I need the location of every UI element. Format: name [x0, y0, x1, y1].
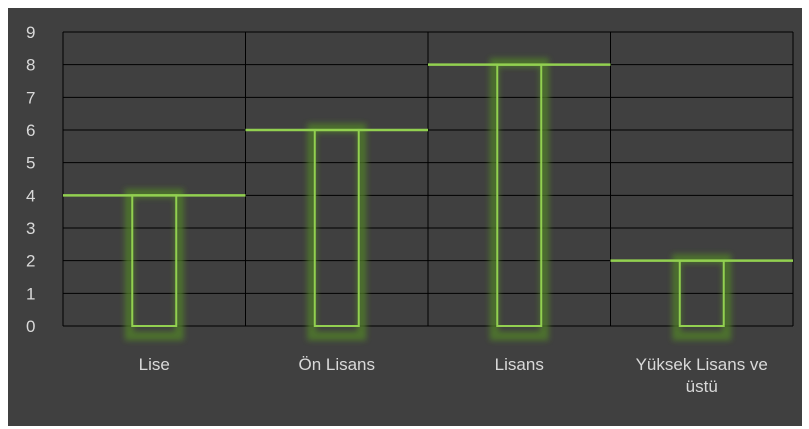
chart-area: 0 1 2 3 4 5 6 7 8 9 Lise Ön Lisans Lisans Yüksek Lisa… [8, 8, 802, 426]
x-category-label: Lise [139, 355, 170, 374]
bar-glow [307, 123, 367, 341]
y-tick-label: 1 [26, 284, 35, 303]
y-tick-label: 0 [26, 317, 35, 336]
y-tick-label: 8 [26, 56, 35, 75]
x-category-label: Lisans [495, 355, 544, 374]
y-tick-label: 5 [26, 154, 35, 173]
y-tick-label: 7 [26, 88, 35, 107]
bar-glow [124, 188, 184, 341]
bar-glow [489, 58, 549, 341]
x-category-label: Yüksek Lisans ve [636, 355, 768, 374]
y-tick-label: 9 [26, 23, 35, 42]
y-tick-label: 4 [26, 186, 35, 205]
y-tick-label: 6 [26, 121, 35, 140]
y-tick-label: 2 [26, 252, 35, 271]
x-category-label: Ön Lisans [298, 355, 375, 374]
bar-glow [672, 254, 732, 341]
x-category-label: üstü [686, 377, 718, 396]
bar-chart: 0 1 2 3 4 5 6 7 8 9 Lise Ön Lisans Lisans Yüksek Lisa… [26, 23, 794, 396]
y-tick-label: 3 [26, 219, 35, 238]
